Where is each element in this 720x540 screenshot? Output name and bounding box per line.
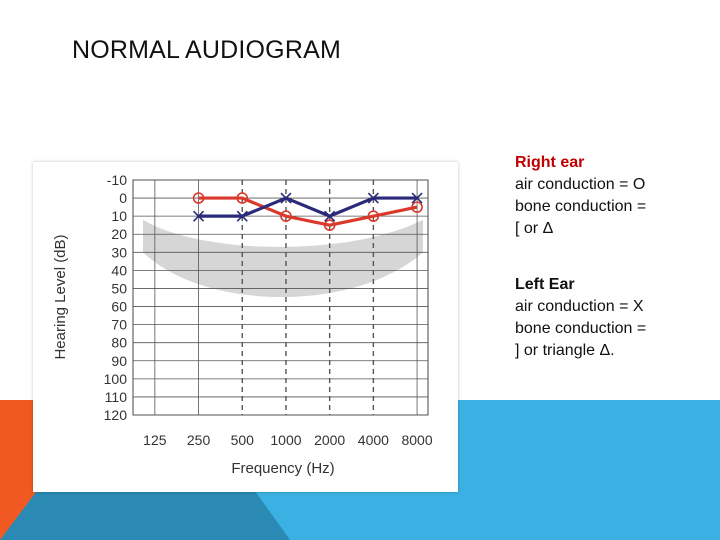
y-tick-label: 80: [111, 335, 127, 351]
y-tick-label: 30: [111, 244, 127, 260]
y-axis-label: Hearing Level (dB): [52, 234, 69, 359]
slide-title: NORMAL AUDIOGRAM: [72, 36, 341, 64]
right-point-o-marker: [323, 219, 336, 231]
y-tick-label: 40: [111, 262, 127, 278]
right-bone-text-1: bone conduction =: [515, 198, 647, 215]
left-point-x-marker: [192, 210, 205, 222]
right-ear-heading: Right ear: [515, 154, 585, 171]
y-tick-label: 60: [111, 299, 127, 315]
y-tick-label: 90: [111, 353, 127, 369]
right-point-o-marker: [367, 210, 380, 222]
y-tick-label: 0: [119, 190, 127, 206]
x-axis-label: Frequency (Hz): [231, 460, 334, 477]
left-point-x-marker: [324, 210, 336, 222]
x-tick-label: 500: [231, 432, 255, 448]
x-tick-labels: 125 250 500 1000 2000 4000 8000: [143, 432, 433, 448]
left-point-x-marker: [236, 210, 248, 222]
x-tick-label: 4000: [358, 432, 389, 448]
legend-panel: Right ear air conduction = O bone conduc…: [515, 152, 695, 362]
left-ear-heading: Left Ear: [515, 276, 575, 293]
audiogram-chart: -10 0 10 20 30 40 50 60 70 80 90 100 110 120 125 250 50…: [33, 162, 458, 492]
x-tick-label: 250: [187, 432, 211, 448]
x-tick-label: 2000: [314, 432, 345, 448]
x-tick-label: 1000: [270, 432, 301, 448]
y-tick-label: 20: [111, 226, 127, 242]
x-tick-label: 8000: [401, 432, 432, 448]
grid: [132, 179, 429, 416]
audiogram-svg: -10 0 10 20 30 40 50 60 70 80 90 100 110 120 125 250 50…: [52, 172, 433, 477]
left-point-x-marker: [367, 192, 379, 204]
y-tick-label: 100: [104, 371, 128, 387]
x-tick-label: 125: [143, 432, 167, 448]
right-point-o-marker: [280, 210, 292, 222]
left-bone-text-1: bone conduction =: [515, 320, 647, 337]
speech-banana-band: [143, 219, 423, 298]
right-bone-text-2: [ or Δ: [515, 220, 554, 237]
right-point-o-marker: [192, 192, 205, 204]
y-tick-label: 110: [105, 389, 128, 405]
left-series-line: [198, 196, 418, 218]
y-tick-label: 50: [111, 280, 127, 296]
y-tick-labels: -10 0 10 20 30 40 50 60 70 80 90 100 110 120: [104, 172, 128, 423]
right-air-text: air conduction = O: [515, 176, 646, 193]
y-tick-label: 120: [104, 407, 128, 423]
left-bone-text-2: ] or triangle Δ.: [515, 342, 615, 359]
left-point-x-marker: [411, 192, 423, 204]
left-point-x-marker: [280, 192, 292, 204]
y-tick-label: -10: [107, 172, 127, 188]
speech-banana-shape: [143, 219, 423, 298]
y-tick-label: 70: [111, 317, 127, 333]
right-point-o-marker: [236, 192, 249, 204]
right-series-line: [198, 196, 418, 227]
right-point-o-marker: [411, 201, 423, 213]
left-air-text: air conduction = X: [515, 298, 644, 315]
series-group: [192, 192, 423, 231]
y-tick-label: 10: [111, 208, 127, 224]
